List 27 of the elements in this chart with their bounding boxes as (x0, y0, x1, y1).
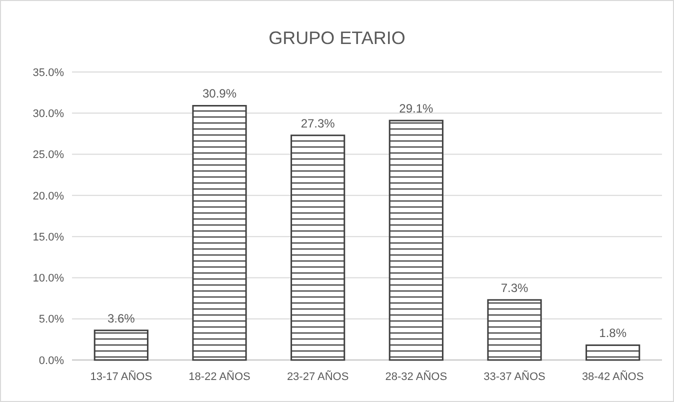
data-label: 7.3% (500, 280, 528, 295)
bar (487, 299, 542, 361)
bar (192, 104, 247, 361)
data-label: 29.1% (399, 102, 434, 116)
bar (290, 134, 346, 361)
y-tick-label: 5.0% (38, 314, 64, 326)
x-tick-label: 38-42 AÑOS (582, 370, 644, 383)
x-tick-label: 23-27 AÑOS (286, 370, 349, 383)
data-label: 30.9% (202, 86, 237, 101)
bar (94, 330, 148, 361)
data-label: 27.3% (300, 116, 336, 130)
bar (586, 344, 640, 361)
y-tick-label: 15.0% (32, 231, 64, 244)
data-label: 3.6% (107, 311, 136, 326)
y-tick-label: 30.0% (32, 108, 64, 120)
x-tick-label: 13-17 AÑOS (90, 370, 152, 383)
bar (388, 120, 444, 361)
x-tick-label: 33-37 AÑOS (484, 370, 546, 383)
data-label: 1.8% (599, 326, 627, 340)
y-tick-label: 35.0% (32, 66, 64, 79)
y-tick-label: 0.0% (38, 354, 64, 367)
y-tick-label: 25.0% (32, 149, 64, 162)
y-tick-label: 10.0% (32, 272, 64, 285)
chart-title: GRUPO ETARIO (268, 28, 406, 48)
x-tick-label: 18-22 AÑOS (188, 370, 250, 383)
y-tick-label: 20.0% (32, 190, 64, 202)
x-tick-label: 28-32 AÑOS (385, 370, 448, 383)
